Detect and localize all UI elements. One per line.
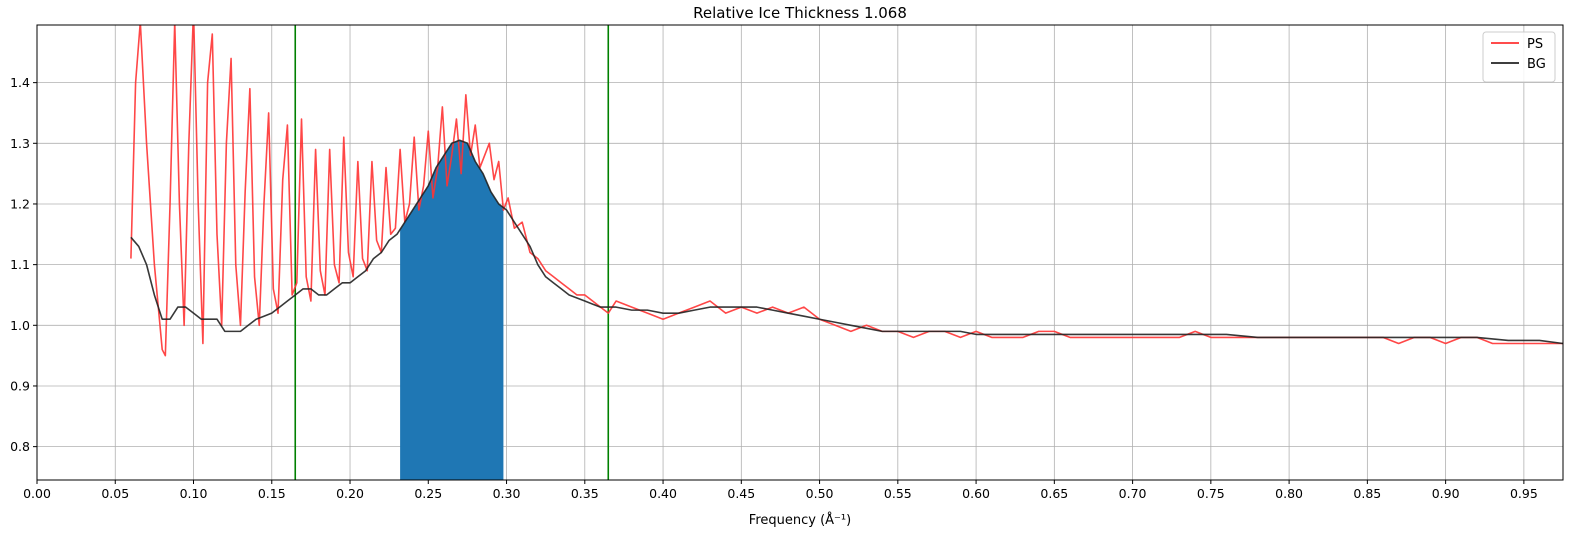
x-tick-label: 0.20 [336,486,364,501]
legend-label-bg: BG [1527,57,1546,72]
x-tick-label: 0.45 [727,486,755,501]
series-line-ps [130,25,1563,357]
y-tick-label: 0.9 [10,378,30,393]
y-tick-label: 1.4 [10,75,30,90]
x-tick-label: 0.70 [1119,486,1147,501]
y-tick-label: 0.8 [10,439,30,454]
x-tick-label: 0.15 [258,486,286,501]
x-tick-label: 0.55 [884,486,912,501]
legend: PS BG [1482,31,1556,83]
x-tick-label: 0.10 [180,486,208,501]
chart-title: Relative Ice Thickness 1.068 [693,4,907,22]
x-axis-label: Frequency (Å⁻¹) [749,512,851,528]
x-axis-ticks: 0.00 0.05 0.10 0.15 0.20 0.25 0.30 0.35 0.40 0.45… [23,480,1538,501]
x-tick-label: 0.60 [962,486,990,501]
series-line-bg [130,139,1563,345]
grid [36,25,1563,480]
x-tick-label: 0.90 [1432,486,1460,501]
x-tick-label: 0.95 [1510,486,1538,501]
y-axis-ticks: 0.8 0.9 1.0 1.1 1.2 1.3 1.4 [10,75,37,454]
plot-frame [36,24,1564,481]
x-tick-label: 0.05 [101,486,129,501]
legend-box [1482,31,1556,83]
shaded-band-area [400,140,504,480]
x-tick-label: 0.50 [806,486,834,501]
x-tick-label: 0.25 [414,486,442,501]
series-lines [130,25,1563,357]
x-tick-label: 0.65 [1040,486,1068,501]
y-tick-label: 1.0 [10,318,30,333]
y-tick-label: 1.3 [10,136,30,151]
x-tick-label: 0.40 [649,486,677,501]
legend-label-ps: PS [1527,37,1543,52]
y-tick-label: 1.1 [10,257,30,272]
x-tick-label: 0.80 [1275,486,1303,501]
x-tick-label: 0.85 [1353,486,1381,501]
x-tick-label: 0.30 [493,486,521,501]
x-tick-label: 0.75 [1197,486,1225,501]
shaded-band [400,140,504,480]
y-tick-label: 1.2 [10,196,30,211]
vertical-markers [294,25,610,480]
x-tick-label: 0.35 [571,486,599,501]
x-tick-label: 0.00 [23,486,51,501]
